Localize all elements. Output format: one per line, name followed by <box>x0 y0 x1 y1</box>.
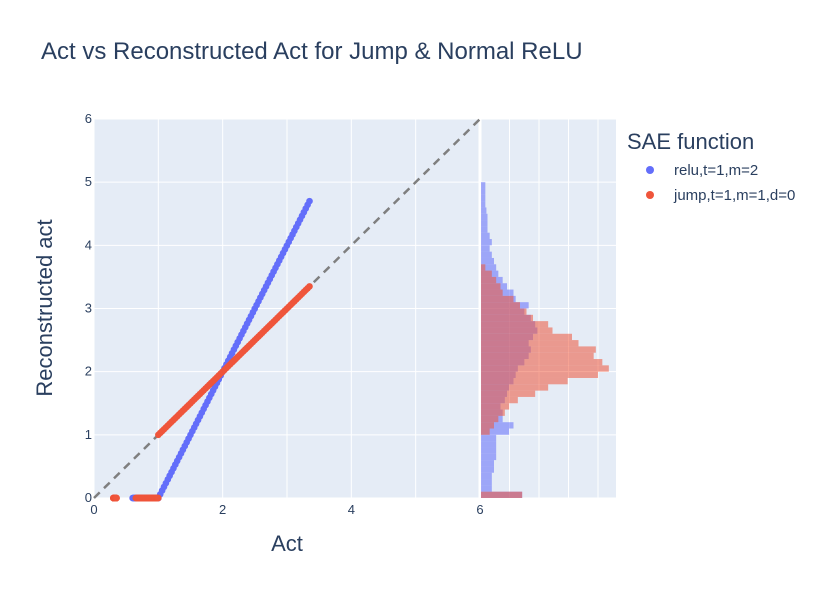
histogram-bar <box>481 472 492 480</box>
histogram-bar <box>481 422 514 429</box>
histogram-bar <box>481 365 609 372</box>
histogram-bar <box>481 491 523 498</box>
histogram-bar <box>481 245 490 252</box>
y-tick-label: 4 <box>85 237 92 252</box>
histogram-bar <box>481 257 494 265</box>
y-tick-label: 2 <box>85 364 92 379</box>
legend-title: SAE function <box>627 129 754 154</box>
histogram-bar <box>481 359 603 366</box>
histogram-bar <box>481 264 497 271</box>
histogram-bar <box>481 340 579 347</box>
x-tick-label: 2 <box>219 502 226 517</box>
y-tick-label: 1 <box>85 427 92 442</box>
histogram-bar <box>481 226 488 233</box>
histogram-bar <box>481 308 527 315</box>
histogram-bar <box>481 422 494 429</box>
scatter-point <box>306 283 313 290</box>
histogram-bar <box>481 207 487 214</box>
legend-marker <box>646 166 654 174</box>
histogram-bar <box>481 327 553 334</box>
histogram-bar <box>481 453 497 461</box>
histogram-bar <box>481 441 497 448</box>
histogram-bar <box>481 276 497 284</box>
histogram-bar <box>481 485 492 492</box>
histogram-bar <box>481 201 486 208</box>
histogram-bar <box>481 352 594 360</box>
histogram-bar <box>481 460 494 467</box>
grid <box>93 118 616 499</box>
x-axis-title: Act <box>271 531 303 556</box>
histogram-bar <box>481 194 486 202</box>
legend-label[interactable]: jump,t=1,m=1,d=0 <box>673 187 795 204</box>
histogram-bar <box>481 396 518 404</box>
histogram-bar <box>481 333 572 341</box>
scatter-marks <box>93 118 481 502</box>
histogram-bar <box>481 403 510 410</box>
y-tick-label: 3 <box>85 301 92 316</box>
y-axis-title: Reconstructed act <box>32 219 57 396</box>
histogram-bar <box>481 409 505 416</box>
histogram <box>481 182 609 498</box>
x-tick-label: 6 <box>476 502 483 517</box>
y-tick-label: 0 <box>85 490 92 505</box>
y-tick-label: 5 <box>85 174 92 189</box>
histogram-bar <box>481 321 549 328</box>
histogram-bar <box>481 283 501 290</box>
histogram-bar <box>481 371 598 378</box>
legend-marker <box>646 191 654 199</box>
x-tick-label: 0 <box>90 502 97 517</box>
histogram-bar <box>481 428 490 435</box>
histogram-bar <box>481 314 533 322</box>
tick-labels: 0 2 4 6 0 1 2 3 4 5 6 <box>85 111 484 517</box>
scatter-point <box>306 197 313 205</box>
histogram-bar <box>481 466 494 473</box>
histogram-bar <box>481 447 497 454</box>
histogram-bar <box>481 302 520 309</box>
histogram-bar <box>481 377 568 385</box>
legend[interactable]: SAE function relu,t=1,m=2 jump,t=1,m=1,d=… <box>627 129 795 204</box>
histogram-bar <box>481 428 510 435</box>
histogram-bar <box>481 251 492 258</box>
histogram-bar <box>481 232 490 240</box>
histogram-bar <box>481 213 488 221</box>
histogram-bar <box>481 264 486 271</box>
histogram-bar <box>481 415 499 423</box>
histogram-bar <box>481 384 549 391</box>
histogram-bar <box>481 270 492 277</box>
y-tick-label: 6 <box>85 111 92 126</box>
chart-title: Act vs Reconstructed Act for Jump & Norm… <box>41 38 583 65</box>
histogram-bar <box>481 188 486 195</box>
legend-label[interactable]: relu,t=1,m=2 <box>674 162 758 179</box>
x-tick-label: 4 <box>348 502 355 517</box>
histogram-bar <box>481 390 536 397</box>
scatter-point <box>155 494 162 502</box>
histogram-bar <box>481 289 503 296</box>
histogram-bar <box>481 479 492 486</box>
histogram-bar <box>481 220 488 227</box>
histogram-bar <box>481 434 497 442</box>
histogram-bar <box>481 295 514 303</box>
histogram-bar <box>481 239 492 246</box>
histogram-bar <box>481 346 596 353</box>
histogram-bar <box>481 182 486 189</box>
scatter-point <box>113 494 120 502</box>
